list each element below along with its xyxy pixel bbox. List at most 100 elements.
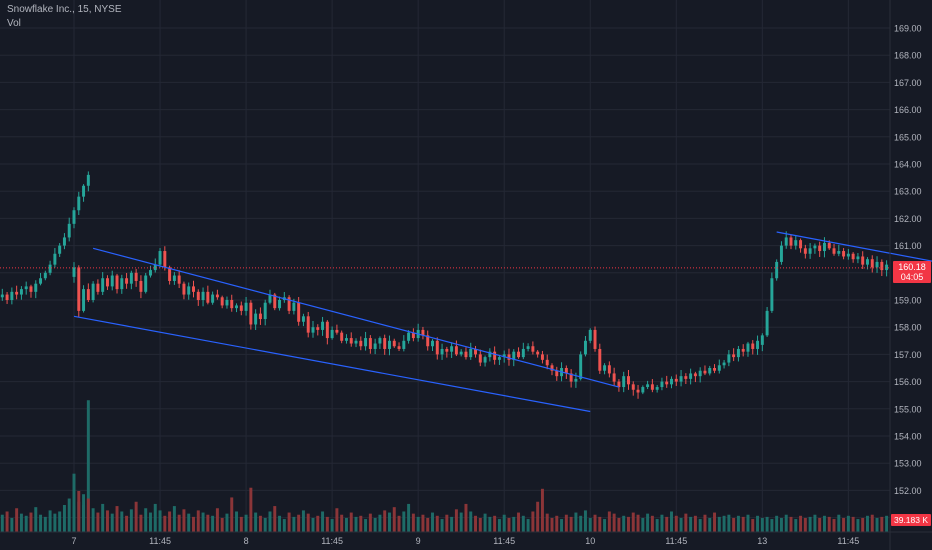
volume-bar bbox=[464, 503, 468, 532]
candle-body bbox=[837, 251, 841, 254]
candle-body bbox=[0, 294, 4, 298]
volume-bar bbox=[670, 511, 673, 532]
candle-body bbox=[846, 253, 850, 257]
x-tick-label: 13 bbox=[757, 536, 767, 546]
volume-bar bbox=[875, 517, 879, 532]
volume-bar bbox=[340, 514, 344, 532]
volume-bar bbox=[62, 505, 66, 532]
candle-body bbox=[24, 286, 28, 290]
volume-bar bbox=[29, 512, 33, 532]
candle-body bbox=[105, 278, 109, 287]
candle-body bbox=[760, 335, 764, 345]
candle-body bbox=[48, 264, 52, 273]
volume-bar bbox=[856, 519, 860, 532]
y-tick-label: 162.00 bbox=[894, 214, 922, 224]
volume-bar bbox=[851, 516, 855, 532]
volume-bar bbox=[292, 516, 296, 532]
candle-body bbox=[254, 313, 258, 325]
volume-bar bbox=[153, 503, 157, 532]
volume-bar bbox=[540, 488, 544, 532]
candle-body bbox=[445, 348, 449, 352]
volume-bar bbox=[545, 513, 549, 532]
volume-bar bbox=[803, 517, 807, 532]
y-tick-label: 154.00 bbox=[894, 432, 922, 442]
candle-body bbox=[636, 389, 640, 393]
x-tick-label: 11:45 bbox=[321, 536, 343, 546]
volume-bar bbox=[488, 516, 492, 532]
y-tick-label: 157.00 bbox=[894, 350, 922, 360]
volume-bar bbox=[588, 517, 592, 532]
candle-body bbox=[464, 351, 468, 358]
volume-bar bbox=[134, 501, 138, 532]
candle-body bbox=[316, 327, 320, 330]
volume-bar bbox=[34, 507, 38, 532]
candle-body bbox=[220, 297, 224, 306]
candle-body bbox=[201, 291, 205, 300]
volume-bar bbox=[483, 513, 487, 532]
volume-bar bbox=[421, 514, 425, 532]
candle-body bbox=[818, 245, 822, 252]
candle-body bbox=[803, 248, 807, 254]
volume-bar bbox=[187, 513, 191, 532]
candle-body bbox=[641, 387, 645, 393]
candle-body bbox=[517, 351, 521, 358]
volume-bar bbox=[91, 508, 95, 532]
volume-bar bbox=[679, 517, 683, 532]
candle-body bbox=[407, 332, 411, 341]
candle-body bbox=[741, 348, 745, 352]
volume-bar bbox=[402, 511, 406, 532]
candle-body bbox=[58, 245, 62, 254]
volume-bar bbox=[536, 501, 540, 532]
candle-body bbox=[531, 346, 535, 352]
volume-bar bbox=[550, 517, 554, 532]
volume-bar bbox=[474, 515, 478, 532]
candle-body bbox=[187, 286, 191, 295]
candle-body bbox=[211, 294, 215, 303]
x-tick-label: 8 bbox=[244, 536, 249, 546]
volume-bar bbox=[593, 514, 597, 532]
candle-body bbox=[15, 291, 19, 295]
volume-bar bbox=[732, 517, 736, 532]
candle-body bbox=[344, 338, 348, 341]
volume-bar bbox=[354, 516, 358, 532]
volume-bar bbox=[211, 515, 215, 532]
candle-body bbox=[450, 346, 454, 352]
candle-body bbox=[674, 378, 678, 382]
volume-bar bbox=[450, 516, 454, 532]
volume-bar bbox=[717, 516, 721, 532]
candle-body bbox=[440, 348, 444, 355]
candle-body bbox=[5, 294, 9, 300]
y-tick-label: 158.00 bbox=[894, 323, 922, 333]
volume-bar bbox=[497, 519, 501, 532]
candle-body bbox=[354, 340, 358, 344]
flag-resistance-line bbox=[776, 231, 932, 262]
volume-bar bbox=[411, 513, 415, 532]
candle-body bbox=[799, 240, 803, 249]
volume-bar bbox=[115, 506, 119, 532]
candle-body bbox=[507, 354, 511, 360]
candle-body bbox=[631, 384, 635, 390]
volume-bar bbox=[646, 513, 650, 532]
candle-body bbox=[655, 387, 659, 390]
volume-bar bbox=[368, 513, 372, 532]
volume-bar bbox=[0, 514, 4, 532]
x-tick-label: 11:45 bbox=[149, 536, 171, 546]
candle-body bbox=[421, 329, 425, 336]
candle-body bbox=[779, 245, 783, 262]
volume-bar bbox=[416, 516, 420, 532]
volume-bar bbox=[24, 515, 28, 532]
trend-drawings bbox=[0, 231, 932, 413]
volume-bar bbox=[665, 516, 669, 532]
volume-bar bbox=[53, 513, 57, 532]
volume-bar bbox=[564, 514, 568, 532]
volume-bar bbox=[555, 515, 559, 532]
candle-body bbox=[39, 278, 43, 284]
volume-bar bbox=[822, 515, 826, 532]
candle-body bbox=[756, 340, 760, 349]
candle-body bbox=[139, 280, 143, 292]
volume-bar bbox=[206, 514, 210, 532]
candle-body bbox=[125, 278, 129, 284]
volume-bar bbox=[364, 519, 368, 532]
candle-body bbox=[732, 354, 736, 358]
